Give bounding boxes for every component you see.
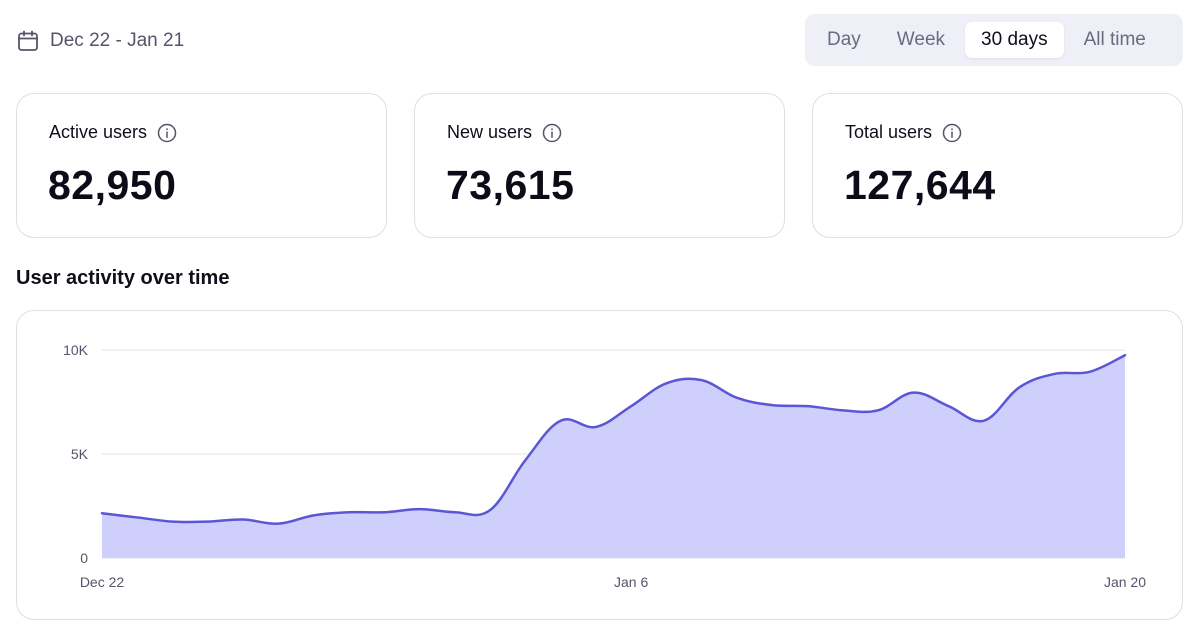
activity-area bbox=[102, 355, 1125, 558]
x-tick-label: Jan 6 bbox=[614, 574, 648, 590]
stat-label-row: Total users bbox=[845, 122, 962, 143]
data-point bbox=[734, 395, 740, 401]
calendar-icon bbox=[16, 29, 40, 53]
range-option-all-time[interactable]: All time bbox=[1083, 29, 1146, 50]
data-point bbox=[452, 509, 458, 515]
top-bar: Dec 22 - Jan 21 Day Week 30 days All tim… bbox=[0, 0, 1200, 80]
stat-label: New users bbox=[447, 122, 533, 142]
info-icon[interactable] bbox=[157, 123, 177, 143]
chart-section-title: User activity over time bbox=[16, 267, 230, 289]
stat-label-row: Active users bbox=[49, 122, 177, 143]
user-activity-chart: 0 5K 10K Dec 22 Jan 6 Jan 20 bbox=[63, 342, 1146, 590]
data-point bbox=[558, 418, 564, 424]
user-activity-chart-card: 0 5K 10K Dec 22 Jan 6 Jan 20 bbox=[16, 310, 1183, 620]
activity-line bbox=[100, 353, 1127, 525]
data-point bbox=[840, 407, 846, 413]
range-option-week[interactable]: Week bbox=[896, 29, 946, 50]
data-point bbox=[875, 407, 881, 413]
data-point bbox=[1051, 371, 1057, 377]
info-icon[interactable] bbox=[942, 123, 962, 143]
range-option-30-days[interactable]: 30 days bbox=[965, 22, 1064, 58]
x-tick-label: Jan 20 bbox=[1104, 574, 1146, 590]
new-users-card: New users 73,615 bbox=[414, 93, 785, 238]
stat-label-row: New users bbox=[447, 122, 562, 143]
data-point bbox=[205, 519, 211, 525]
data-point bbox=[663, 380, 669, 386]
stat-label: Total users bbox=[845, 122, 933, 142]
data-point bbox=[381, 509, 387, 515]
data-point bbox=[910, 390, 916, 396]
data-point bbox=[628, 403, 634, 409]
data-point bbox=[522, 457, 528, 463]
stat-label: Active users bbox=[49, 122, 148, 142]
total-users-card: Total users 127,644 bbox=[812, 93, 1183, 238]
info-icon[interactable] bbox=[542, 123, 562, 143]
data-point bbox=[346, 509, 352, 515]
data-point bbox=[240, 517, 246, 523]
data-point bbox=[1016, 384, 1022, 390]
y-tick-label: 0 bbox=[80, 550, 88, 566]
stat-value: 73,615 bbox=[446, 162, 575, 208]
data-point bbox=[416, 506, 422, 512]
y-tick-label: 5K bbox=[71, 446, 89, 462]
data-point bbox=[1087, 369, 1093, 375]
data-point bbox=[699, 377, 705, 383]
x-tick-label: Dec 22 bbox=[80, 574, 125, 590]
data-point bbox=[170, 519, 176, 525]
time-range-selector: Day Week 30 days All time bbox=[805, 14, 1183, 66]
y-tick-label: 10K bbox=[63, 342, 89, 358]
data-point bbox=[593, 424, 599, 430]
data-point bbox=[487, 507, 493, 513]
data-point bbox=[311, 512, 317, 518]
data-point bbox=[946, 403, 952, 409]
stat-value: 127,644 bbox=[844, 162, 996, 208]
data-point bbox=[805, 403, 811, 409]
active-users-card: Active users 82,950 bbox=[16, 93, 387, 238]
date-range-picker[interactable]: Dec 22 - Jan 21 bbox=[16, 26, 184, 56]
stat-value: 82,950 bbox=[48, 162, 177, 208]
data-point bbox=[769, 402, 775, 408]
date-range-label: Dec 22 - Jan 21 bbox=[50, 30, 185, 51]
data-point bbox=[981, 418, 987, 424]
data-point bbox=[275, 521, 281, 527]
data-point bbox=[1122, 352, 1128, 358]
data-point bbox=[134, 514, 140, 520]
range-option-day[interactable]: Day bbox=[827, 29, 861, 50]
data-point bbox=[99, 510, 105, 516]
